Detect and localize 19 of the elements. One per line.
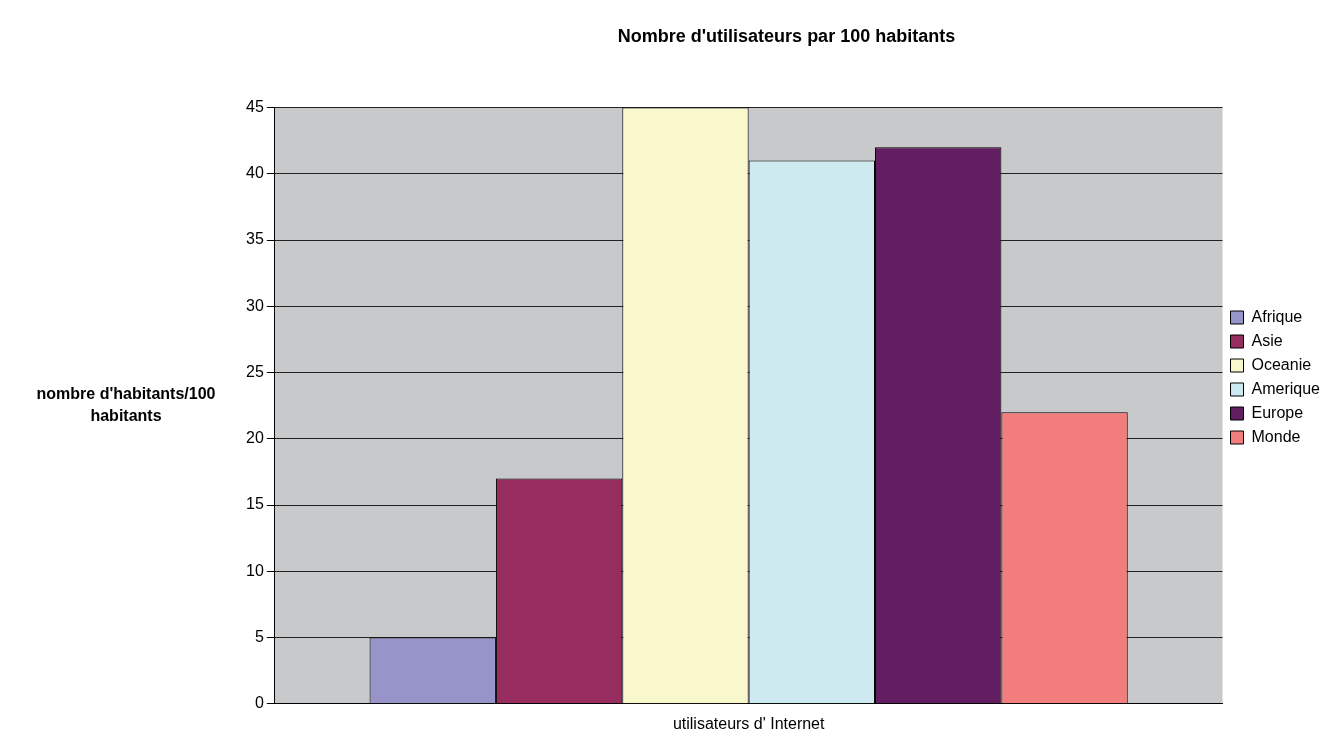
legend-label: Europe [1251, 403, 1304, 421]
y-tick-label: 40 [246, 164, 264, 182]
legend-label: Asie [1251, 331, 1283, 349]
y-tick-label: 45 [246, 98, 264, 116]
y-tick-label: 35 [246, 230, 264, 248]
y-tick-label: 15 [246, 495, 264, 513]
y-tick-label: 5 [254, 627, 264, 645]
y-axis-title: nombre d'habitants/100 habitants [36, 385, 216, 425]
y-tick-label: 25 [246, 362, 264, 380]
y-tick-label: 0 [254, 694, 264, 712]
legend-label: Afrique [1251, 307, 1303, 325]
chart-title: Nombre d'utilisateurs par 100 habitants [617, 25, 956, 46]
y-tick-label: 20 [246, 429, 264, 447]
x-tick-label: utilisateurs d' Internet [672, 714, 825, 732]
y-tick-label: 10 [246, 561, 264, 579]
legend-label: Monde [1251, 427, 1301, 445]
legend-label: Oceanie [1251, 355, 1312, 373]
legend-label: Amerique [1251, 379, 1321, 397]
y-tick-label: 30 [246, 296, 264, 314]
